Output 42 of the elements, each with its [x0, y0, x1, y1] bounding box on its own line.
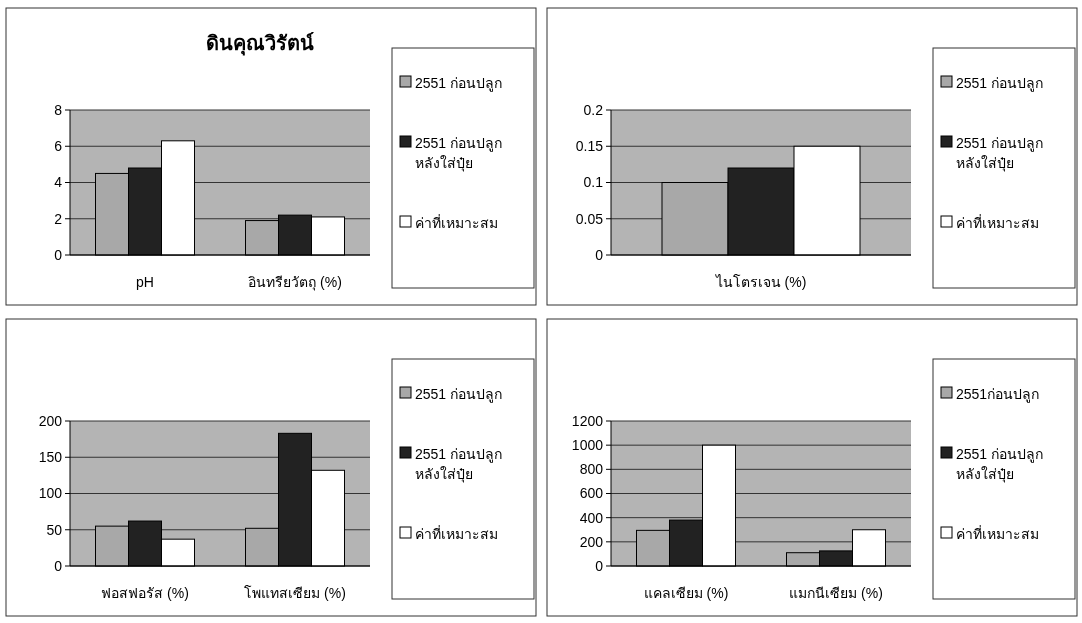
chart-title: ดินคุณวิรัตน์ [206, 32, 314, 56]
legend-label: ค่าที่เหมาะสม [415, 525, 498, 542]
legend-label: ค่าที่เหมาะสม [956, 525, 1039, 542]
legend-label: 2551 ก่อนปลูก หลังใส่ปุ๋ย [415, 446, 503, 483]
legend-label: 2551 ก่อนปลูก [415, 386, 503, 403]
y-tick-label: 6 [54, 138, 63, 155]
y-tick-label: 200 [579, 533, 604, 550]
y-tick-label: 600 [579, 485, 604, 502]
x-tick-label: ไนโตรเจน (%) [714, 274, 807, 290]
legend-label: 2551 ก่อนปลูก หลังใส่ปุ๋ย [956, 135, 1044, 172]
y-tick-label: 1000 [571, 437, 604, 454]
y-tick-label: 0 [54, 246, 63, 263]
y-tick-label: 0.1 [583, 174, 604, 191]
legend-label: 2551 ก่อนปลูก หลังใส่ปุ๋ย [956, 446, 1044, 483]
y-tick-label: 0 [54, 557, 63, 574]
y-tick-label: 100 [38, 485, 63, 502]
y-tick-label: 0 [595, 557, 604, 574]
legend-label: 2551 ก่อนปลูก [956, 75, 1044, 92]
x-tick-label: ฟอสฟอรัส (%) [101, 585, 189, 601]
y-tick-label: 8 [54, 101, 63, 118]
y-tick-label: 400 [579, 509, 604, 526]
legend-label: ค่าที่เหมาะสม [956, 214, 1039, 231]
y-tick-label: 0.05 [575, 210, 604, 227]
y-tick-label: 200 [38, 412, 63, 429]
y-tick-label: 0.15 [575, 138, 604, 155]
y-tick-label: 150 [38, 449, 63, 466]
legend-label: 2551 ก่อนปลูก หลังใส่ปุ๋ย [415, 135, 503, 172]
x-tick-label: แคลเซียม (%) [643, 585, 729, 601]
legend-label: ค่าที่เหมาะสม [415, 214, 498, 231]
x-tick-label: อินทรียวัตถุ (%) [248, 274, 342, 291]
legend-label: 2551 ก่อนปลูก [415, 75, 503, 92]
y-tick-label: 0 [595, 246, 604, 263]
y-tick-label: 50 [46, 521, 63, 538]
y-tick-label: 2 [54, 210, 63, 227]
x-tick-label: pH [136, 274, 154, 290]
x-tick-label: แมกนีเซียม (%) [789, 585, 883, 601]
y-tick-label: 0.2 [583, 101, 604, 118]
y-tick-label: 4 [54, 174, 63, 191]
legend-label: 2551ก่อนปลูก [956, 386, 1040, 403]
x-tick-label: โพแทสเซียม (%) [244, 585, 346, 601]
y-tick-label: 1200 [571, 412, 604, 429]
y-tick-label: 800 [579, 461, 604, 478]
